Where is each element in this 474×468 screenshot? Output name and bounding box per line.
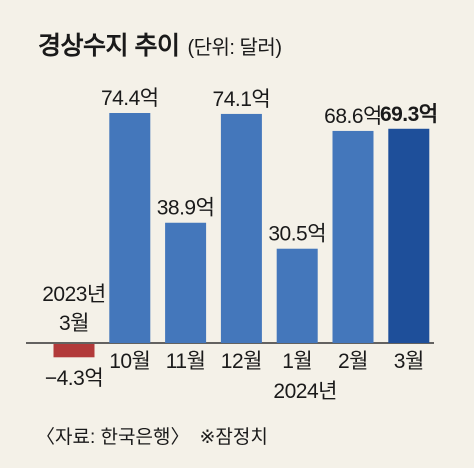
data-label-5: 30.5억 <box>268 223 326 246</box>
bar-7 <box>388 128 430 343</box>
year-label-1: 2024년 <box>273 380 337 403</box>
bar-4 <box>220 113 262 343</box>
source-note: 〈자료: 한국은행〉 ※잠정치 <box>36 422 268 449</box>
title-text: 경상수지 추이 <box>38 32 180 60</box>
data-label-2: 74.4억 <box>101 87 159 110</box>
category-label-2: 10월 <box>109 350 150 373</box>
data-label-3: 38.9억 <box>157 197 215 220</box>
category-label-1-2: 3월 <box>59 312 89 335</box>
bar-1 <box>53 344 95 358</box>
unit-label: (단위: 달러) <box>187 37 282 59</box>
data-label-6: 68.6억 <box>324 105 382 128</box>
bar-5 <box>276 248 318 343</box>
data-label-4: 74.1억 <box>213 88 271 111</box>
bar-6 <box>332 130 374 343</box>
provisional-note: ※잠정치 <box>199 427 268 448</box>
data-label-7: 69.3억 <box>380 103 438 126</box>
category-label-1-1: 2023년 <box>42 283 106 306</box>
category-label-5: 1월 <box>282 350 312 373</box>
bar-2 <box>109 113 151 343</box>
category-label-3: 11월 <box>166 350 206 373</box>
bar-3 <box>165 222 207 343</box>
category-label-6: 2월 <box>338 350 368 373</box>
chart-title: 경상수지 추이 (단위: 달러) <box>38 26 282 62</box>
category-label-7: 3월 <box>394 350 424 373</box>
category-label-4: 12월 <box>221 350 262 373</box>
data-label-1: −4.3억 <box>45 367 103 390</box>
source-label: 〈자료: 한국은행〉 <box>36 427 190 448</box>
